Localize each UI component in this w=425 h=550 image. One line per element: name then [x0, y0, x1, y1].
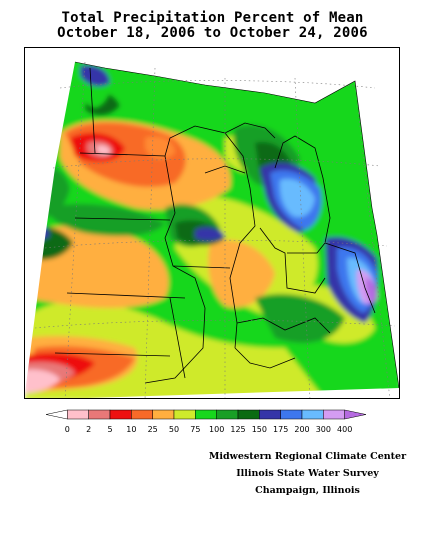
- legend-swatch: [280, 409, 303, 420]
- legend-label: 75: [190, 425, 200, 434]
- legend-label: 100: [209, 425, 224, 434]
- legend-swatch: [45, 409, 68, 420]
- legend-swatch: [67, 409, 89, 420]
- legend-swatch: [131, 409, 153, 420]
- legend-swatch: [88, 409, 111, 420]
- legend-swatch: [344, 409, 367, 420]
- lat-lon-grid: [34, 61, 396, 398]
- legend-swatch: [237, 409, 260, 420]
- legend-label: 400: [337, 425, 352, 434]
- legend-swatch: [216, 409, 239, 420]
- credit-line3: Champaign, Illinois: [255, 485, 360, 496]
- legend-swatch: [195, 409, 217, 420]
- precip-field: [25, 62, 399, 398]
- map-title-line2: October 18, 2006 to October 24, 2006: [57, 25, 368, 41]
- legend-label: 10: [126, 425, 136, 434]
- map-title-line1: Total Precipitation Percent of Mean: [61, 10, 364, 26]
- legend-swatch: [152, 409, 175, 420]
- legend-label: 150: [252, 425, 267, 434]
- legend-label: 300: [316, 425, 331, 434]
- legend-label: 25: [148, 425, 158, 434]
- legend-label: 125: [230, 425, 245, 434]
- legend-label: 2: [86, 425, 91, 434]
- legend-label: 0: [65, 425, 70, 434]
- credit-line2: Illinois State Water Survey: [236, 468, 379, 479]
- legend-swatch: [259, 409, 281, 420]
- legend-swatch: [323, 409, 345, 420]
- domain-edge: [74, 61, 399, 389]
- color-legend: 0 2 5 10 25 50 75 100 125 150 175 200 300 400: [38, 408, 374, 436]
- legend-swatch: [173, 409, 196, 420]
- credit-line1: Midwestern Regional Climate Center: [208, 451, 407, 462]
- state-boundaries: [54, 67, 376, 384]
- legend-swatch: [109, 409, 132, 420]
- legend-label: 5: [107, 425, 112, 434]
- legend-label: 50: [169, 425, 179, 434]
- legend-label: 200: [294, 425, 309, 434]
- precipitation-map: [24, 47, 400, 399]
- legend-label: 175: [273, 425, 288, 434]
- legend-swatch: [301, 409, 324, 420]
